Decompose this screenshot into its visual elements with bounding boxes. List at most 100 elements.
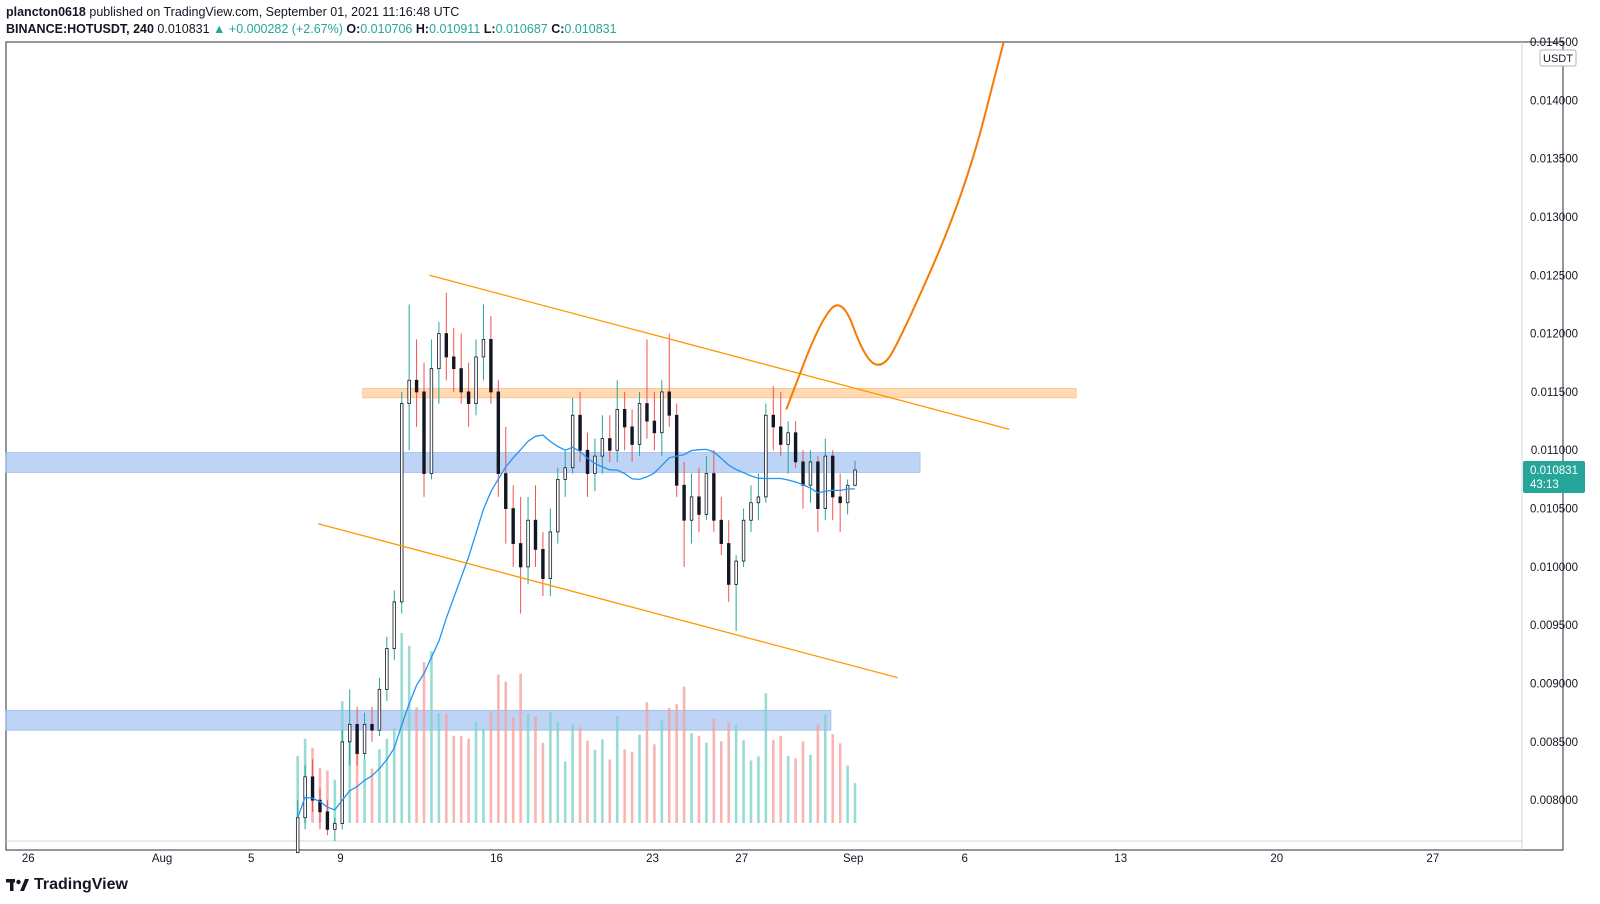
candle-body[interactable]: [466, 391, 471, 404]
price-tick-label[interactable]: 0.009500: [1530, 620, 1578, 632]
candle-body[interactable]: [444, 333, 449, 358]
candle-body[interactable]: [437, 333, 441, 369]
candle-body[interactable]: [377, 688, 382, 731]
candle-body[interactable]: [719, 519, 723, 544]
candle-body[interactable]: [682, 484, 686, 521]
candle-body[interactable]: [556, 479, 560, 533]
time-tick-label[interactable]: 23: [646, 853, 659, 865]
candle-body[interactable]: [563, 467, 567, 480]
candle-body[interactable]: [793, 432, 798, 463]
candle-body[interactable]: [474, 356, 478, 404]
candle-body[interactable]: [764, 414, 768, 498]
candle-body[interactable]: [801, 461, 805, 486]
price-tick-label[interactable]: 0.014000: [1530, 95, 1578, 107]
trendline-channel-bottom[interactable]: [317, 523, 898, 679]
candle-body[interactable]: [823, 455, 828, 509]
candle-body[interactable]: [615, 409, 619, 451]
candle-body[interactable]: [727, 543, 731, 585]
candle-body[interactable]: [853, 469, 857, 486]
candle-body[interactable]: [600, 438, 605, 457]
candle-body[interactable]: [831, 455, 835, 498]
price-tick-label[interactable]: 0.008000: [1530, 795, 1578, 807]
price-tick-label[interactable]: 0.014500: [1530, 37, 1578, 49]
candle-body[interactable]: [541, 548, 545, 579]
candle-body[interactable]: [422, 391, 426, 474]
candle-body[interactable]: [392, 601, 396, 649]
trendline-channel-top[interactable]: [429, 274, 1010, 430]
tradingview-logo[interactable]: TradingView: [6, 876, 128, 894]
price-axis[interactable]: 0.014500 0.014000 0.013500 0.013000 0.012500…: [1530, 37, 1578, 807]
candle-body[interactable]: [452, 356, 456, 369]
candle-body[interactable]: [704, 473, 709, 515]
candle-body[interactable]: [622, 409, 627, 428]
candle-body[interactable]: [689, 496, 694, 521]
candle-body[interactable]: [362, 723, 367, 754]
time-tick-label[interactable]: 13: [1114, 853, 1127, 865]
candle-body[interactable]: [585, 449, 590, 474]
price-tick-label[interactable]: 0.013500: [1530, 154, 1578, 166]
time-axis[interactable]: 26 Aug 5 9 16 23 27 Sep 6 13 20 27: [22, 853, 1439, 865]
candle-body[interactable]: [325, 811, 330, 830]
time-tick-label[interactable]: 5: [248, 853, 254, 865]
candle-body[interactable]: [481, 339, 486, 358]
candle-body[interactable]: [608, 438, 612, 451]
candle-body[interactable]: [414, 379, 419, 393]
candle-body[interactable]: [667, 391, 671, 416]
candle-body[interactable]: [511, 508, 515, 544]
candle-body[interactable]: [660, 391, 664, 434]
candle-body[interactable]: [749, 502, 753, 521]
candle-body[interactable]: [504, 473, 508, 509]
candle-body[interactable]: [496, 391, 501, 474]
candle-body[interactable]: [578, 414, 582, 451]
time-tick-label[interactable]: 6: [961, 853, 967, 865]
time-tick-label[interactable]: Aug: [152, 853, 172, 865]
price-tick-label[interactable]: 0.011000: [1531, 445, 1578, 457]
candle-body[interactable]: [400, 403, 404, 603]
zone-support-blue-lower[interactable]: [5, 709, 832, 731]
price-tick-label[interactable]: 0.008500: [1530, 737, 1578, 749]
candle-body[interactable]: [355, 723, 359, 754]
candle-body[interactable]: [697, 496, 701, 515]
candle-body[interactable]: [845, 484, 850, 504]
candle-body[interactable]: [593, 455, 597, 474]
candle-body[interactable]: [526, 519, 530, 568]
candles-layer[interactable]: [295, 292, 857, 854]
candle-body[interactable]: [310, 776, 315, 801]
price-tick-label[interactable]: 0.010000: [1530, 562, 1578, 574]
candle-body[interactable]: [816, 461, 820, 509]
candle-body[interactable]: [295, 817, 300, 854]
candle-body[interactable]: [771, 414, 775, 428]
candle-body[interactable]: [518, 543, 523, 568]
candle-body[interactable]: [548, 531, 553, 579]
candle-body[interactable]: [734, 560, 738, 585]
candle-body[interactable]: [838, 496, 842, 504]
candle-body[interactable]: [570, 414, 575, 469]
price-tick-label[interactable]: 0.010500: [1530, 504, 1578, 516]
time-tick-label[interactable]: 27: [1426, 853, 1439, 865]
candle-body[interactable]: [407, 379, 411, 404]
time-tick-label[interactable]: 27: [735, 853, 748, 865]
candle-body[interactable]: [756, 496, 761, 504]
projection-path[interactable]: [785, 41, 1005, 410]
candle-body[interactable]: [370, 723, 374, 731]
candle-body[interactable]: [318, 799, 322, 813]
candle-body[interactable]: [652, 420, 657, 434]
zone-support-blue-upper[interactable]: [5, 452, 921, 473]
candle-body[interactable]: [741, 519, 746, 562]
candle-body[interactable]: [637, 403, 642, 445]
candle-body[interactable]: [348, 723, 352, 743]
author-name[interactable]: plancton0618: [6, 5, 86, 19]
trendlines-layer[interactable]: [317, 274, 1010, 679]
candle-body[interactable]: [808, 461, 813, 486]
price-tick-label[interactable]: 0.011500: [1531, 387, 1578, 399]
candle-body[interactable]: [533, 519, 538, 550]
candle-body[interactable]: [645, 403, 649, 422]
price-tick-label[interactable]: 0.009000: [1530, 679, 1578, 691]
candle-body[interactable]: [786, 432, 790, 445]
price-tick-label[interactable]: 0.012000: [1530, 329, 1578, 341]
zone-resistance-orange[interactable]: [362, 388, 1077, 399]
price-tick-label[interactable]: 0.013000: [1530, 212, 1578, 224]
candle-body[interactable]: [712, 473, 716, 521]
candle-body[interactable]: [340, 741, 344, 824]
